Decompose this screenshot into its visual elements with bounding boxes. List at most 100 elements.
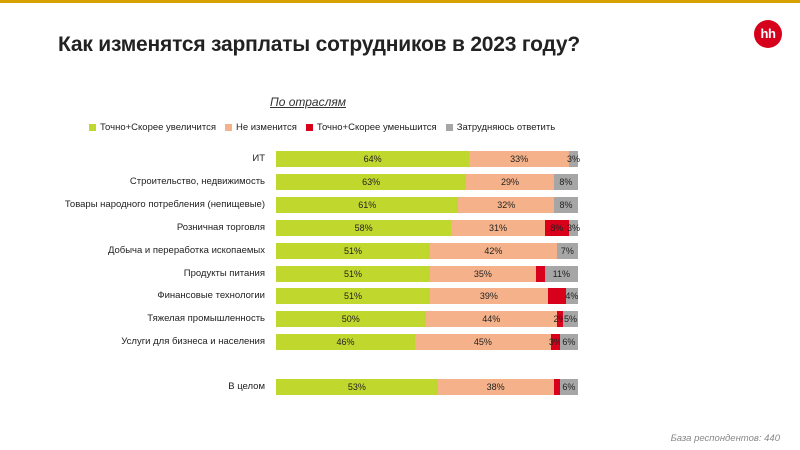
bar-segment: 8% [553,174,578,190]
bar-segment: 61% [276,197,459,213]
category-label: В целом [228,381,265,392]
data-label: 7% [560,246,574,256]
legend-swatch [89,124,96,131]
bar-row: 64% 33% 3% [276,151,580,167]
bar-segment: 29% [466,174,554,190]
bar-row: 58% 31% 8% 3% [276,220,580,236]
bar-segment [535,266,545,282]
bar-segment: 53% [276,379,438,395]
bar-segment: 35% [430,266,536,282]
category-label: Продукты питания [183,268,265,279]
data-label: 8% [559,200,573,210]
bar-row: 51% 35% 11% [276,266,578,282]
bar-segment: 32% [458,197,555,213]
category-label: Добыча и переработка ископаемых [107,245,265,256]
bar-segment: 8% [554,197,578,213]
bar-segment: 45% [414,334,551,350]
bar-segment: 44% [425,311,558,327]
data-label: 3% [548,337,562,347]
hh-logo: hh [754,20,782,48]
bar-segment: 64% [276,151,470,167]
legend-item-0: Точно+Скорее увеличится [89,122,216,133]
legend-swatch [305,124,313,131]
bar-segment: 39% [430,288,548,304]
bar-segment: 2% [554,311,567,327]
top-accent-rule [0,0,800,3]
bar-segment: 6% [559,334,578,350]
bar-segment: 51% [276,288,431,304]
category-label: Товары народного потребления (непищевые) [64,199,265,210]
data-label: 4% [565,291,579,301]
bar-segment: 4% [565,288,579,304]
bar-segment: 46% [276,334,415,350]
bar-segment: 33% [469,151,569,167]
bar-segment: 3% [566,151,580,167]
bar-segment: 50% [276,311,426,327]
bar-row: 63% 29% 8% [276,174,578,190]
data-label: 44% [482,314,501,324]
data-label: 6% [562,382,576,392]
legend-label: Не изменится [235,122,297,133]
data-label: 51% [344,269,363,279]
respondent-base-footnote: База респондентов: 440 [670,433,780,444]
legend-swatch [224,124,232,131]
legend-label: Затрудняюсь ответить [456,122,556,133]
bar-segment: 11% [544,266,578,282]
data-label: 58% [354,223,373,233]
data-label: 11% [552,269,571,279]
data-label: 29% [501,177,520,187]
category-label: Финансовые технологии [157,290,265,301]
legend-swatch [445,124,453,131]
data-label: 8% [559,177,573,187]
bar-row: 61% 32% 8% [276,197,578,213]
bar-segment: 31% [451,220,545,236]
legend-item-2: Точно+Скорее уменьшится [305,122,437,133]
data-label: 51% [344,291,363,301]
bar-segment: 3% [548,334,562,350]
data-label: 42% [484,246,503,256]
bar-row: 51% 42% 7% [276,243,578,259]
bar-segment: 51% [276,266,431,282]
data-label: 51% [344,246,363,256]
data-label: 6% [562,337,576,347]
bar-segment: 6% [559,379,578,395]
data-label: 3% [566,223,580,233]
legend-item-1: Не изменится [224,122,297,133]
bar-segment: 8% [544,220,569,236]
bar-row: 53% 38% 6% [276,379,578,395]
data-label: 64% [363,154,382,164]
data-label: 32% [497,200,516,210]
bar-segment: 5% [563,311,578,327]
chart-legend: Точно+Скорее увеличится Не изменится Точно… [89,122,564,133]
bar-segment [547,288,566,304]
data-label: 8% [550,223,564,233]
category-label: ИТ [252,153,265,164]
category-label: Розничная торговля [176,222,265,233]
bar-segment: 3% [566,220,580,236]
bar-row: 50% 44% 2% 5% [276,311,578,327]
data-label: 63% [362,177,381,187]
legend-label: Точно+Скорее увеличится [100,122,216,133]
bar-segment [553,379,560,395]
data-label: 46% [336,337,355,347]
data-label: 5% [563,314,577,324]
data-label: 35% [473,269,492,279]
data-label: 45% [473,337,492,347]
page-title: Как изменятся зарплаты сотрудников в 202… [58,33,580,56]
bar-segment: 58% [276,220,452,236]
data-label: 53% [347,382,366,392]
bar-segment: 63% [276,174,467,190]
data-label: 50% [341,314,360,324]
bar-segment: 38% [437,379,554,395]
bar-row: 51% 39% 4% [276,288,578,304]
data-label: 39% [479,291,498,301]
bar-segment: 7% [556,243,578,259]
category-label: Услуги для бизнеса и населения [121,336,265,347]
category-label: Тяжелая промышленность [147,313,265,324]
bar-segment: 42% [430,243,557,259]
data-label: 3% [566,154,580,164]
data-label: 31% [488,223,507,233]
legend-label: Точно+Скорее уменьшится [316,122,437,133]
data-label: 38% [486,382,505,392]
chart-subtitle: По отраслям [270,95,346,109]
